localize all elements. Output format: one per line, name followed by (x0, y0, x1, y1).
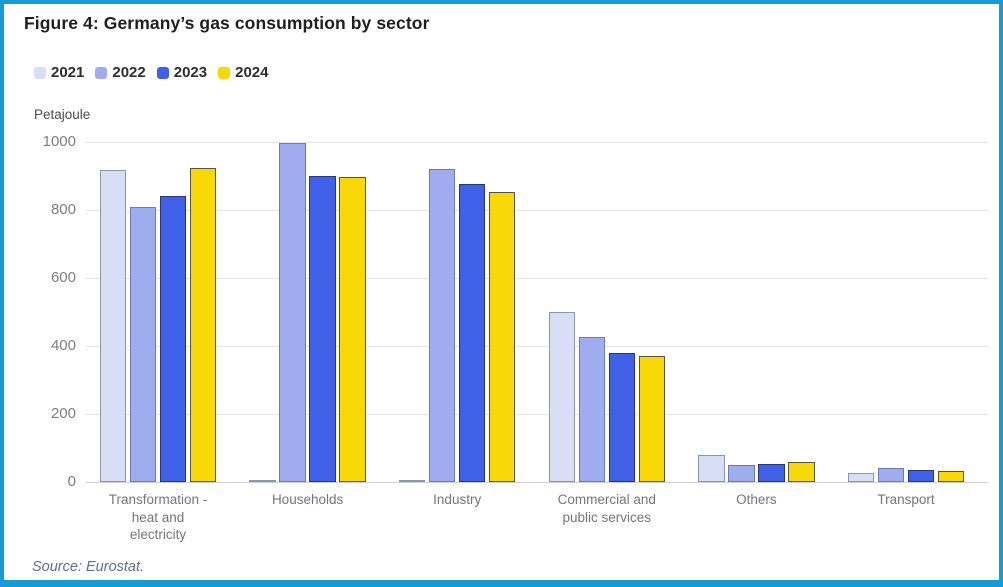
legend-swatch-2023 (156, 66, 169, 79)
legend-label-2023: 2023 (173, 64, 208, 81)
bar-2022-commercial-and-public-services (578, 337, 606, 482)
bar-2022-transformation-heat-and-electricity (129, 207, 157, 482)
bar-2024-industry (488, 191, 516, 482)
bar-2021-households (249, 480, 276, 482)
legend-item-2021: 2021 (34, 64, 84, 81)
y-tick-label-0: 0 (67, 473, 76, 490)
category-label-5: Transport (877, 492, 935, 507)
category-label-2: Industry (433, 492, 482, 507)
bar-2021-transformation-heat-and-electricity (99, 170, 127, 482)
legend: 2021 2022 2023 2024 (34, 64, 269, 81)
bar-2024-households (339, 177, 366, 482)
legend-label-2022: 2022 (112, 64, 146, 81)
legend-item-2023: 2023 (156, 64, 208, 81)
legend-label-2021: 2021 (51, 64, 85, 81)
gridline-400 (86, 345, 988, 347)
bar-2021-transport (847, 473, 875, 482)
bar-2022-transport (877, 467, 905, 482)
bar-2023-industry (458, 184, 486, 482)
gridline-800 (86, 209, 988, 211)
legend-item-2024: 2024 (218, 64, 269, 81)
bar-2023-transformation-heat-and-electricity (159, 195, 187, 482)
bar-2021-others (698, 455, 725, 482)
bar-2022-others (728, 464, 755, 482)
legend-swatch-2022 (95, 66, 108, 79)
bar-chart: 1000 800 600 400 200 0 Transformation - heat an… (4, 4, 999, 580)
bar-2024-transformation-heat-and-electricity (189, 168, 217, 482)
category-label-1: Households (271, 492, 344, 507)
category-label-0: Transformation - heat and electricity (108, 492, 208, 542)
figure-title: Figure 4: Germany’s gas consumption by s… (24, 13, 430, 33)
bar-2024-others (788, 461, 815, 482)
bar-2022-industry (428, 168, 456, 482)
gridline-0 (86, 482, 988, 483)
legend-label-2024: 2024 (235, 64, 269, 81)
y-tick-label-200: 200 (50, 404, 76, 422)
y-tick-label-600: 600 (50, 268, 76, 286)
bar-2021-commercial-and-public-services (548, 311, 576, 482)
legend-swatch-2021 (34, 66, 46, 79)
legend-swatch-2024 (218, 66, 231, 79)
y-tick-label-400: 400 (50, 336, 76, 354)
source-note: Source: Eurostat. (32, 559, 145, 575)
y-axis-title: Petajoule (34, 107, 91, 122)
gridline-1000 (86, 141, 988, 143)
gridline-200 (86, 413, 988, 415)
bar-2024-commercial-and-public-services (638, 356, 666, 482)
y-tick-label-1000: 1000 (42, 132, 76, 150)
category-label-3: Commercial and public services (557, 492, 656, 525)
bar-2022-households (279, 143, 306, 482)
bar-2024-transport (937, 471, 965, 482)
category-label-4: Others (736, 492, 777, 507)
bar-2023-transport (907, 469, 935, 482)
bar-2023-households (309, 175, 336, 482)
bar-2023-commercial-and-public-services (608, 352, 636, 482)
bar-2021-industry (398, 480, 426, 482)
legend-item-2022: 2022 (95, 64, 146, 81)
bar-2023-others (758, 463, 785, 482)
gridline-600 (86, 277, 988, 279)
y-tick-label-800: 800 (50, 200, 76, 218)
